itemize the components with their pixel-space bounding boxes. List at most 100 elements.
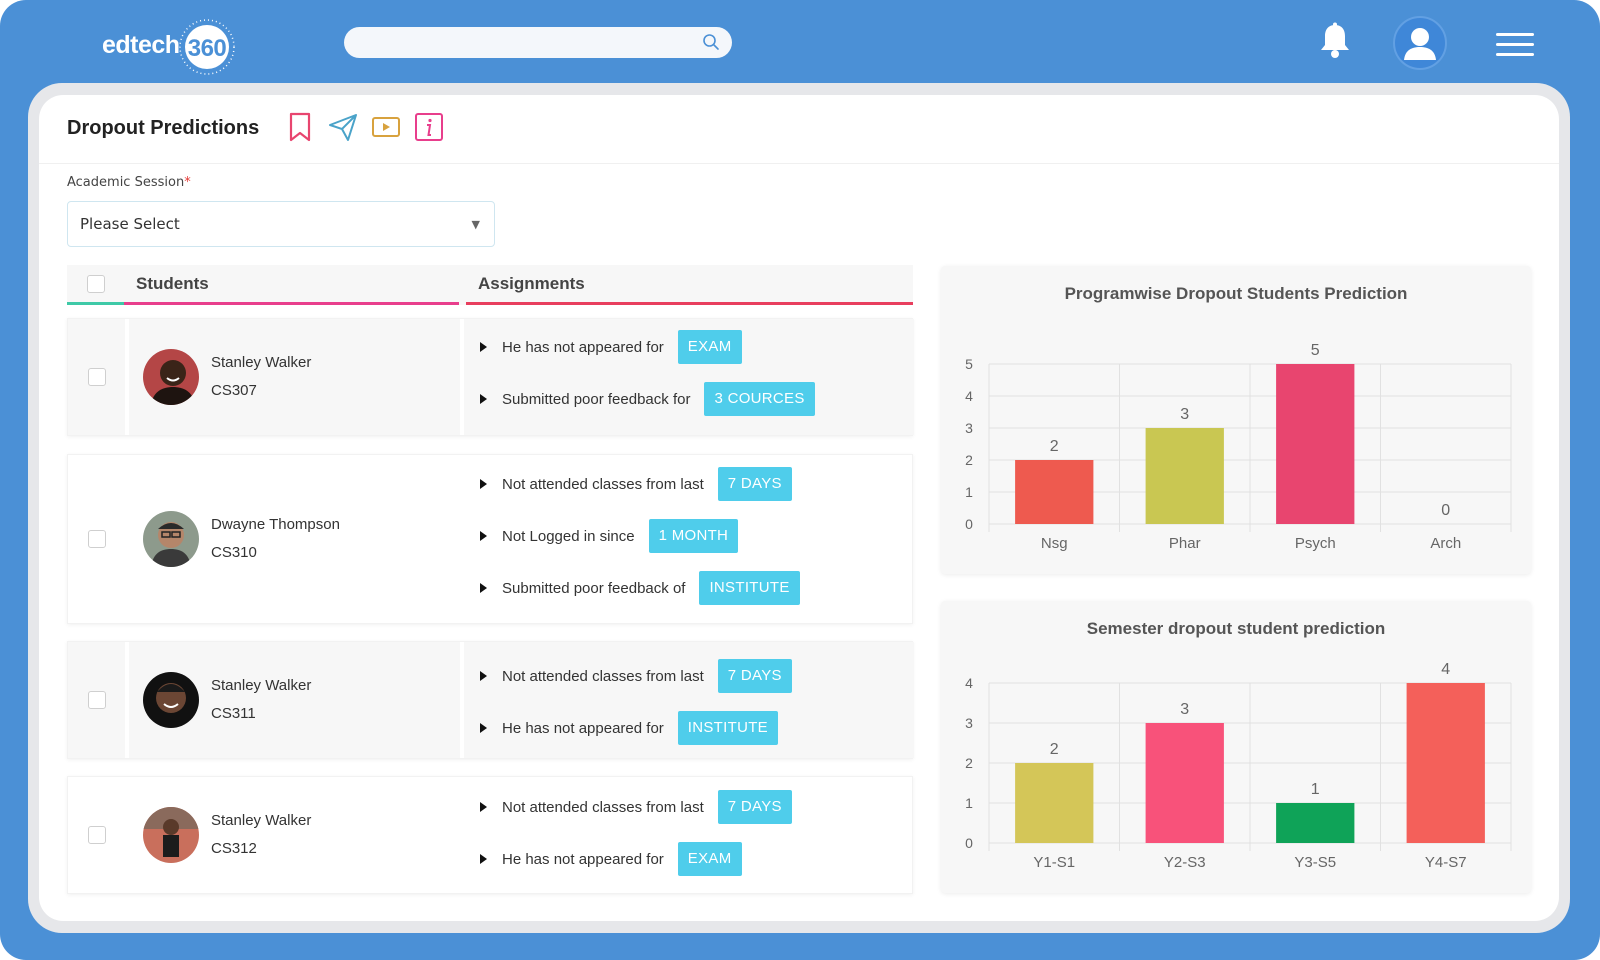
- logo-text: edtech: [102, 30, 180, 59]
- student-name: Dwayne Thompson: [211, 516, 340, 533]
- video-play-icon[interactable]: [371, 112, 401, 142]
- app-logo[interactable]: edtech 360: [102, 16, 235, 75]
- y-tick-label: 0: [965, 835, 973, 851]
- bar-Y3-S5: [1276, 803, 1355, 843]
- assignment-badge[interactable]: INSTITUTE: [677, 711, 778, 745]
- assignment-item: He has not appeared for INSTITUTE: [480, 711, 778, 745]
- assignment-item: Not attended classes from last 7 DAYS: [480, 467, 792, 501]
- search-bar[interactable]: [344, 27, 732, 58]
- y-tick-label: 4: [965, 675, 973, 691]
- chevron-down-icon: ▼: [471, 218, 480, 231]
- info-icon[interactable]: [414, 112, 444, 142]
- menu-hamburger-icon[interactable]: [1496, 33, 1534, 59]
- assignment-cell: Not attended classes from last 7 DAYS He …: [464, 642, 914, 758]
- assignments-header[interactable]: Assignments: [466, 265, 913, 305]
- bar-value-label: 2: [1050, 438, 1059, 455]
- send-icon[interactable]: [328, 112, 358, 142]
- bar-value-label: 5: [1311, 342, 1320, 359]
- semester-chart-card: Semester dropout student prediction 0 1 2 3…: [941, 601, 1531, 893]
- assignment-item: Submitted poor feedback for 3 COURCES: [480, 382, 815, 416]
- required-mark: *: [184, 175, 191, 190]
- y-tick-label: 1: [965, 795, 973, 811]
- bookmark-icon[interactable]: [285, 112, 315, 142]
- assignment-badge[interactable]: 7 DAYS: [717, 790, 792, 824]
- academic-session-value: Please Select: [80, 215, 180, 233]
- search-icon[interactable]: [702, 33, 720, 55]
- logo-360-mark: 360: [176, 16, 235, 75]
- x-tick-label: Y4-S7: [1425, 854, 1467, 871]
- assignment-badge[interactable]: EXAM: [677, 330, 742, 364]
- student-code: CS312: [211, 840, 257, 857]
- student-cell: Dwayne Thompson CS310: [129, 455, 460, 623]
- table-row: Dwayne Thompson CS310 Not attended classe…: [67, 454, 913, 624]
- row-checkbox[interactable]: [87, 691, 106, 709]
- bar-Psych: [1276, 364, 1355, 524]
- semester-bar-chart: 0 1 2 3 4 2 Y1-S1 3 Y2-S3 1 Y3-S5 4 Y4-S7: [965, 661, 1512, 871]
- y-tick-label: 1: [965, 484, 973, 500]
- assignment-badge[interactable]: 7 DAYS: [717, 659, 792, 693]
- bar-value-label: 0: [1441, 502, 1450, 519]
- table-row: Stanley Walker CS311 Not attended classes…: [67, 641, 914, 759]
- assignment-badge[interactable]: 7 DAYS: [717, 467, 792, 501]
- student-name: Stanley Walker: [211, 677, 312, 694]
- assignment-badge[interactable]: 3 COURCES: [704, 382, 815, 416]
- assignment-badge[interactable]: EXAM: [677, 842, 742, 876]
- student-cell: Stanley Walker CS311: [129, 642, 460, 758]
- bar-Phar: [1145, 428, 1224, 524]
- student-photo: [143, 349, 199, 405]
- page-title: Dropout Predictions: [67, 117, 260, 139]
- student-cell: Stanley Walker CS307: [129, 319, 460, 435]
- y-tick-label: 4: [965, 388, 973, 404]
- title-actions: [285, 112, 444, 142]
- table-row: Stanley Walker CS307 He has not appeared …: [67, 318, 914, 436]
- y-tick-label: 2: [965, 755, 973, 771]
- row-checkbox-cell: [68, 642, 125, 758]
- bar-value-label: 3: [1180, 701, 1189, 718]
- y-tick-label: 3: [965, 715, 973, 731]
- assignment-item: Not attended classes from last 7 DAYS: [480, 790, 792, 824]
- y-tick-label: 5: [965, 356, 973, 372]
- row-checkbox-cell: [68, 319, 125, 435]
- y-tick-label: 0: [965, 516, 973, 532]
- student-code: CS311: [211, 705, 256, 722]
- assignment-cell: Not attended classes from last 7 DAYS He …: [464, 777, 914, 893]
- row-checkbox[interactable]: [87, 826, 106, 844]
- bar-Y2-S3: [1145, 723, 1224, 843]
- table-row: Stanley Walker CS312 Not attended classes…: [67, 776, 913, 894]
- students-header[interactable]: Students: [124, 265, 459, 305]
- assignment-badge[interactable]: 1 MONTH: [648, 519, 739, 553]
- bar-value-label: 2: [1050, 741, 1059, 758]
- notification-bell-icon[interactable]: [1318, 22, 1352, 64]
- bar-value-label: 3: [1180, 406, 1189, 423]
- user-icon: [1404, 28, 1436, 60]
- logo-number: 360: [187, 35, 226, 62]
- bar-value-label: 1: [1311, 781, 1320, 798]
- x-tick-label: Y3-S5: [1294, 854, 1336, 871]
- assignment-item: Not attended classes from last 7 DAYS: [480, 659, 792, 693]
- y-tick-label: 2: [965, 452, 973, 468]
- x-tick-label: Arch: [1430, 535, 1461, 552]
- bar-Nsg: [1015, 460, 1094, 524]
- assignment-item: He has not appeared for EXAM: [480, 330, 742, 364]
- academic-session-select[interactable]: Please Select ▼: [67, 201, 495, 247]
- bar-Y1-S1: [1015, 763, 1094, 843]
- user-avatar[interactable]: [1393, 16, 1447, 70]
- chart-title: Semester dropout student prediction: [1086, 619, 1386, 638]
- student-photo: [143, 807, 199, 863]
- assignment-cell: He has not appeared for EXAM Submitted po…: [464, 319, 914, 435]
- programwise-chart-card: Programwise Dropout Students Prediction …: [941, 266, 1531, 574]
- assignment-badge[interactable]: INSTITUTE: [699, 571, 800, 605]
- assignment-item: Not Logged in since 1 MONTH: [480, 519, 739, 553]
- search-input[interactable]: [344, 27, 732, 58]
- student-cell: Stanley Walker CS312: [129, 777, 460, 893]
- x-tick-label: Nsg: [1041, 535, 1068, 552]
- chart-title: Programwise Dropout Students Prediction: [1064, 284, 1408, 303]
- x-tick-label: Phar: [1169, 535, 1201, 552]
- assignment-cell: Not attended classes from last 7 DAYS Not…: [464, 455, 914, 623]
- select-all-checkbox[interactable]: [86, 274, 105, 293]
- row-checkbox[interactable]: [87, 530, 106, 548]
- student-code: CS307: [211, 382, 257, 399]
- bar-value-label: 4: [1441, 661, 1450, 678]
- row-checkbox[interactable]: [87, 368, 106, 386]
- y-tick-label: 3: [965, 420, 973, 436]
